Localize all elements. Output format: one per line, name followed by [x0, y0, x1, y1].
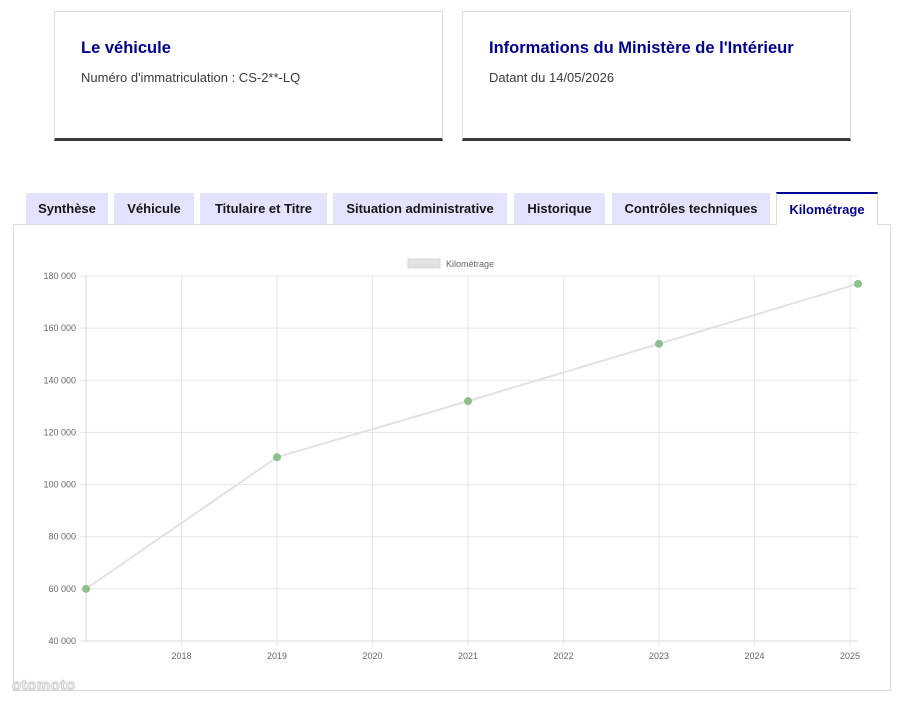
vehicle-card-title: Le véhicule [81, 39, 171, 57]
data-point [854, 279, 862, 288]
tab-vehicule[interactable]: Véhicule [114, 193, 194, 224]
tab-situation-administrative[interactable]: Situation administrative [333, 193, 507, 224]
tab-controles-techniques[interactable]: Contrôles techniques [612, 193, 770, 224]
data-date: Datant du 14/05/2026 [489, 70, 615, 85]
kilometrage-panel: 40 000 60 000 80 000 100 000 120 000 140 000 1… [13, 224, 891, 691]
data-point [464, 397, 473, 406]
y-tick-label: 80 000 [48, 532, 76, 542]
y-tick-label: 160 000 [43, 323, 76, 333]
svg-text:otomoto: otomoto [12, 677, 75, 694]
x-tick-label: 2018 [171, 651, 191, 661]
y-tick-label: 100 000 [43, 480, 76, 490]
y-tick-label: 140 000 [43, 375, 76, 385]
y-tick-label: 60 000 [48, 584, 76, 594]
tab-historique[interactable]: Historique [514, 193, 605, 224]
x-tick-label: 2022 [554, 651, 574, 661]
vehicle-card: Le véhicule Numéro d'immatriculation : C… [54, 11, 443, 141]
ministry-card: Informations du Ministère de l'Intérieur… [462, 11, 851, 141]
registration-number: Numéro d'immatriculation : CS-2**-LQ [81, 70, 301, 85]
y-tick-label: 40 000 [48, 636, 76, 646]
ministry-card-title: Informations du Ministère de l'Intérieur [489, 39, 794, 57]
data-point [273, 453, 282, 462]
legend-label: Kilométrage [446, 259, 494, 269]
x-tick-label: 2021 [458, 651, 478, 661]
tab-titulaire-titre[interactable]: Titulaire et Titre [200, 193, 327, 224]
x-tick-label: 2020 [362, 651, 382, 661]
x-tick-label: 2023 [649, 651, 669, 661]
x-tick-label: 2025 [840, 651, 860, 661]
tab-kilometrage[interactable]: Kilométrage [776, 192, 878, 225]
data-point [655, 339, 664, 348]
x-tick-label: 2024 [745, 651, 765, 661]
watermark-logo-image: otomoto [12, 677, 75, 695]
x-tick-label: 2019 [267, 651, 287, 661]
y-tick-label: 120 000 [43, 427, 76, 437]
legend-swatch [407, 258, 441, 269]
watermark-logo: otomoto [12, 676, 152, 698]
tab-synthese[interactable]: Synthèse [26, 193, 108, 224]
mileage-chart: 40 000 60 000 80 000 100 000 120 000 140 000 1… [43, 258, 862, 661]
data-point [82, 584, 90, 593]
series-line [85, 282, 859, 590]
y-tick-label: 180 000 [43, 271, 76, 281]
